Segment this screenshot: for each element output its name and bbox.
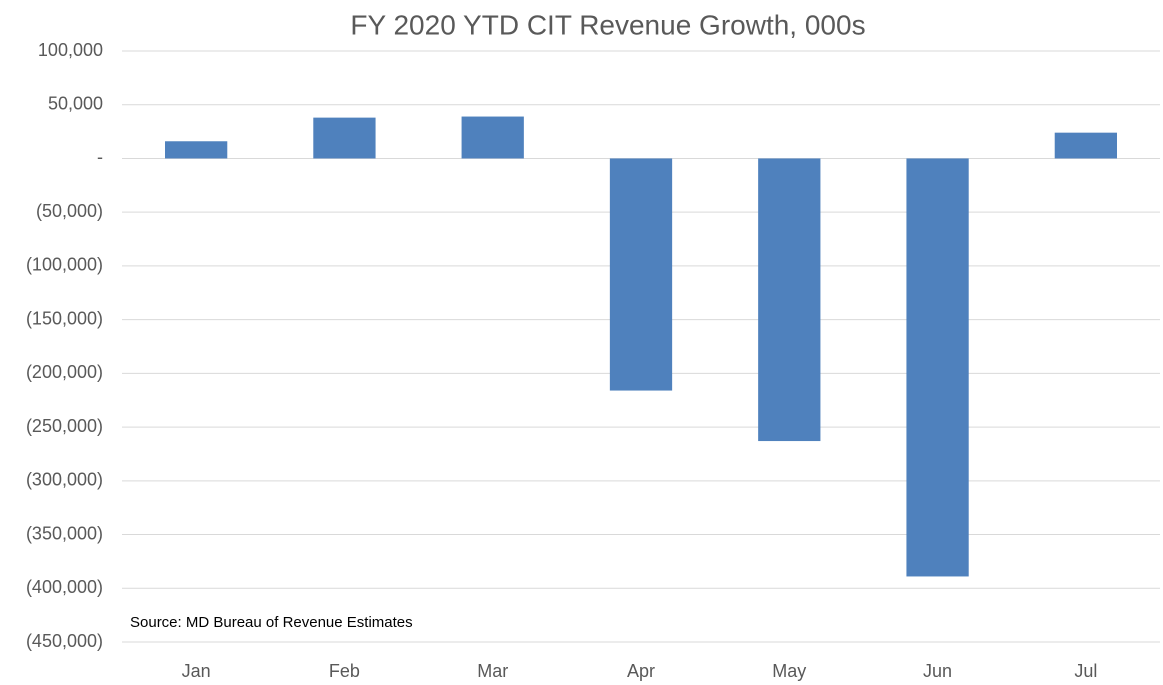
chart-title: FY 2020 YTD CIT Revenue Growth, 000s xyxy=(350,9,865,40)
y-tick-label: 100,000 xyxy=(38,40,103,60)
y-tick-label: (50,000) xyxy=(36,201,103,221)
y-tick-label: (350,000) xyxy=(26,523,103,543)
bar xyxy=(1054,132,1117,159)
bar xyxy=(461,116,524,159)
x-tick-label: Jul xyxy=(1074,661,1097,681)
y-tick-label: (100,000) xyxy=(26,255,103,275)
x-tick-label: Feb xyxy=(329,661,360,681)
source-note: Source: MD Bureau of Revenue Estimates xyxy=(130,614,413,631)
x-tick-label: Apr xyxy=(627,661,655,681)
bar xyxy=(758,158,821,442)
x-tick-label: May xyxy=(772,661,806,681)
y-tick-label: - xyxy=(97,147,103,167)
x-tick-label: Jan xyxy=(182,661,211,681)
x-tick-label: Mar xyxy=(477,661,508,681)
bar xyxy=(165,141,228,159)
y-tick-label: (450,000) xyxy=(26,631,103,651)
bar xyxy=(313,117,376,159)
y-tick-label: 50,000 xyxy=(48,93,103,113)
y-tick-label: (250,000) xyxy=(26,416,103,436)
y-tick-label: (200,000) xyxy=(26,362,103,382)
y-tick-label: (300,000) xyxy=(26,470,103,490)
x-tick-label: Jun xyxy=(923,661,952,681)
y-tick-label: (400,000) xyxy=(26,577,103,597)
y-tick-label: (150,000) xyxy=(26,308,103,328)
bar xyxy=(906,158,969,577)
bar xyxy=(609,158,673,391)
